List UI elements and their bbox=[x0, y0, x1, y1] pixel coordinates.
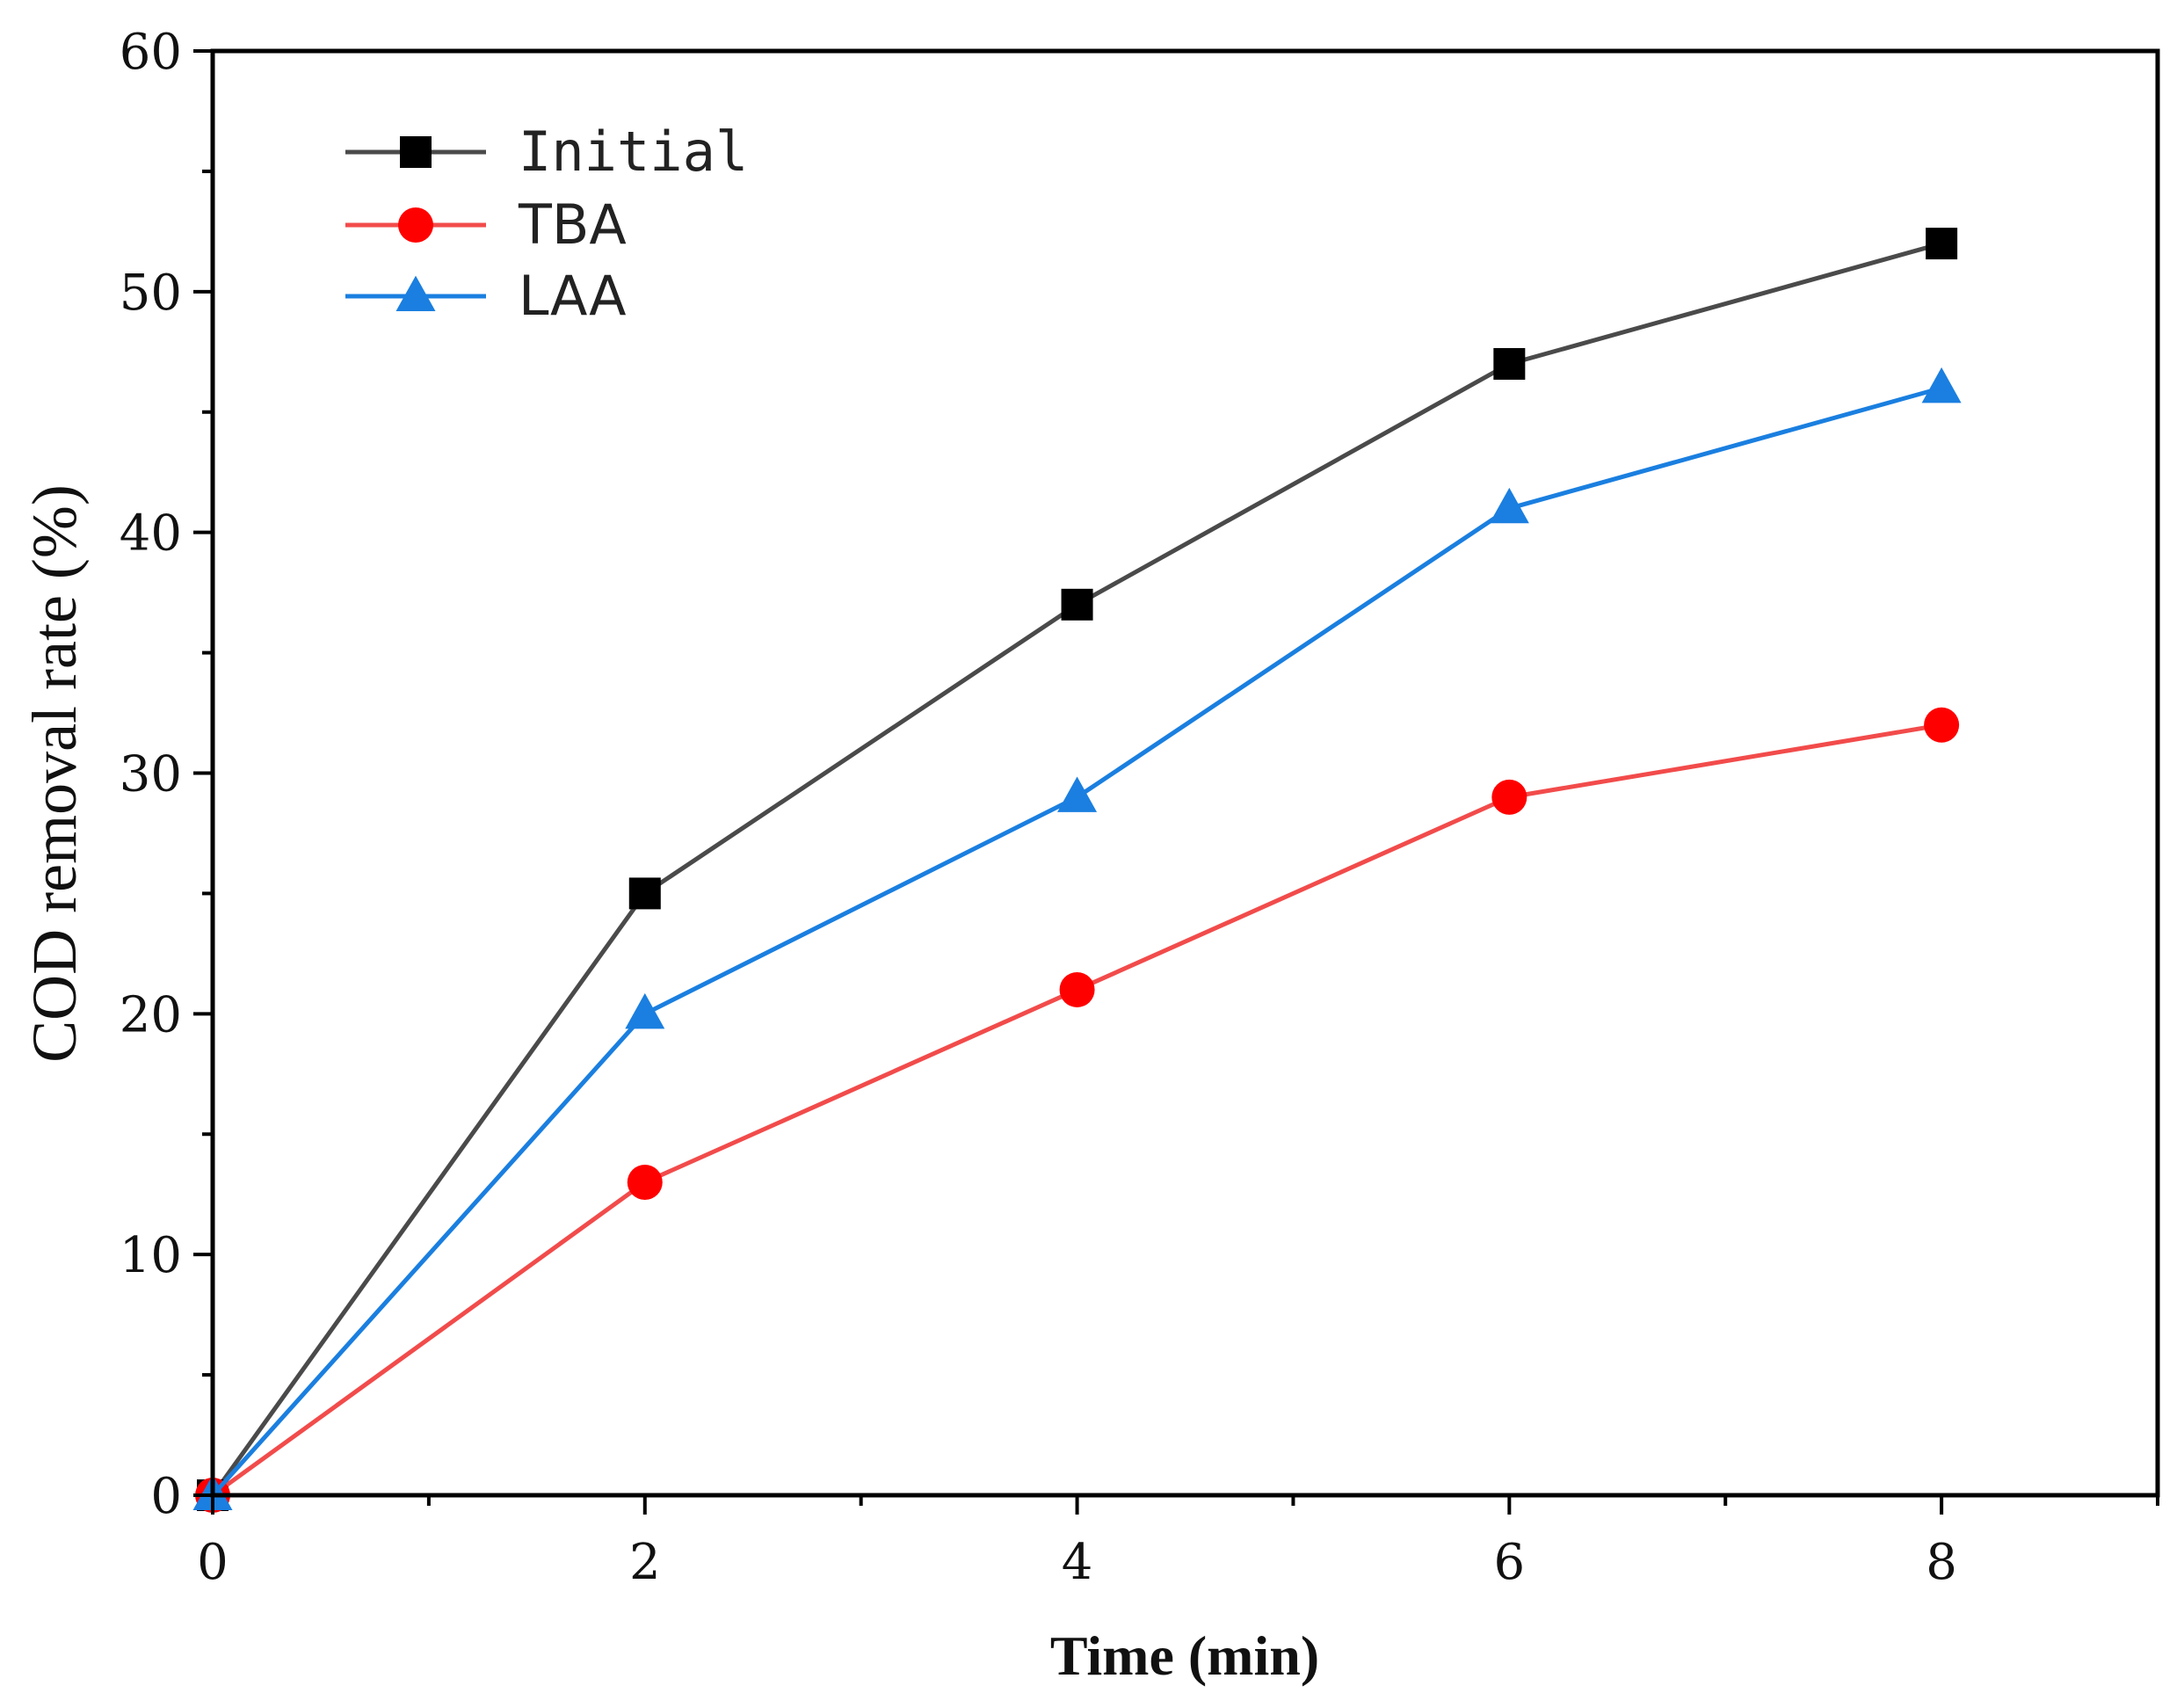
data-point-laa bbox=[1921, 367, 1962, 403]
y-tick-label: 0 bbox=[150, 1468, 182, 1525]
data-point-laa bbox=[1057, 776, 1098, 812]
x-tick-label: 4 bbox=[1062, 1534, 1093, 1591]
x-tick-label: 8 bbox=[1926, 1534, 1957, 1591]
data-point-tba bbox=[1491, 779, 1527, 815]
x-tick-label: 2 bbox=[629, 1534, 661, 1591]
data-point-laa bbox=[1489, 487, 1529, 524]
y-tick-label: 30 bbox=[120, 746, 182, 803]
data-point-laa bbox=[625, 992, 665, 1029]
x-tick-label: 0 bbox=[197, 1534, 229, 1591]
x-axis-title: Time (min) bbox=[1050, 1624, 1319, 1687]
ticks-layer: 0 2 4 6 8 0 10 20 30 40 50 60 bbox=[120, 24, 2159, 1591]
data-point-initial bbox=[1493, 347, 1526, 380]
y-tick-label: 40 bbox=[120, 505, 182, 563]
data-point-tba bbox=[1924, 707, 1960, 743]
data-point-tba bbox=[1059, 971, 1095, 1007]
y-tick-label: 60 bbox=[120, 24, 182, 81]
legend: Initial TBA LAA bbox=[345, 120, 748, 328]
legend-label-initial: Initial bbox=[519, 120, 748, 184]
data-point-tba bbox=[627, 1165, 663, 1201]
data-point-initial bbox=[628, 877, 661, 910]
legend-label-laa: LAA bbox=[519, 264, 627, 328]
legend-marker-tba bbox=[398, 207, 433, 243]
legend-marker-initial bbox=[400, 136, 432, 168]
legend-marker-laa bbox=[395, 275, 436, 312]
legend-label-tba: TBA bbox=[518, 193, 627, 257]
y-axis-title: COD removal rate (%) bbox=[19, 484, 90, 1063]
y-tick-label: 20 bbox=[120, 986, 182, 1043]
data-point-initial bbox=[1061, 588, 1093, 621]
data-point-initial bbox=[1926, 228, 1958, 260]
y-tick-label: 10 bbox=[120, 1227, 182, 1284]
y-tick-label: 50 bbox=[120, 265, 182, 322]
series-layer bbox=[192, 228, 1962, 1513]
x-tick-label: 6 bbox=[1494, 1534, 1526, 1591]
